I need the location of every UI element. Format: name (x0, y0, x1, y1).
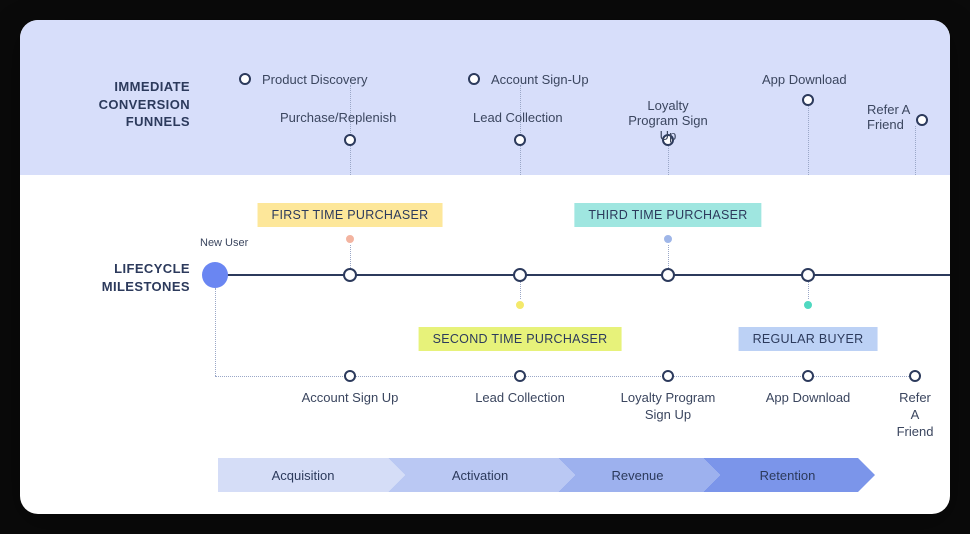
funnel-circle-icon (344, 134, 356, 146)
phase-segment: Activation (388, 458, 558, 492)
bottom-node-label: Lead Collection (475, 390, 565, 407)
milestone-stem (350, 245, 351, 268)
milestone-badge: REGULAR BUYER (739, 327, 878, 351)
funnel-label: Product Discovery (262, 72, 367, 87)
phase-segment: Acquisition (218, 458, 388, 492)
milestone-stem (808, 282, 809, 299)
phase-segment: Retention (703, 458, 858, 492)
lifecycle-axis (215, 274, 950, 276)
section-label-milestones: LIFECYCLE MILESTONES (50, 260, 190, 295)
phase-label: Revenue (597, 468, 663, 483)
dotted-connector (915, 126, 916, 175)
section-label-funnels: IMMEDIATE CONVERSION FUNNELS (50, 78, 190, 131)
bottom-node-label: Refer A Friend (897, 390, 934, 441)
bottom-node-icon (344, 370, 356, 382)
bottom-node-icon (514, 370, 526, 382)
milestone-dot (344, 233, 356, 245)
funnel-label: Account Sign-Up (491, 72, 589, 87)
axis-node-icon (661, 268, 675, 282)
funnel-circle-icon (916, 114, 928, 126)
funnel-circle-icon (239, 73, 251, 85)
funnel-label: Lead Collection (473, 110, 563, 125)
bottom-node-label: App Download (766, 390, 851, 407)
dotted-connector (808, 106, 809, 175)
milestone-dot (802, 299, 814, 311)
funnel-circle-icon (514, 134, 526, 146)
bottom-node-label: Loyalty Program Sign Up (621, 390, 716, 424)
bottom-node-label: Account Sign Up (302, 390, 399, 407)
funnel-label: Purchase/Replenish (280, 110, 396, 125)
axis-node-icon (801, 268, 815, 282)
phase-label: Acquisition (272, 468, 335, 483)
axis-node-icon (513, 268, 527, 282)
bottom-node-icon (909, 370, 921, 382)
funnel-circle-icon (468, 73, 480, 85)
bottom-node-icon (662, 370, 674, 382)
bottom-node-icon (802, 370, 814, 382)
dotted-connector (520, 146, 521, 175)
funnel-label: Loyalty Program Sign Up (628, 98, 707, 143)
dotted-connector (215, 288, 216, 376)
phase-segment: Revenue (558, 458, 703, 492)
phase-bar: Acquisition Activation Revenue Retention (218, 458, 858, 492)
milestone-stem (520, 282, 521, 299)
axis-node-icon (343, 268, 357, 282)
phase-label: Activation (438, 468, 508, 483)
milestone-badge: THIRD TIME PURCHASER (574, 203, 761, 227)
funnel-label: App Download (762, 72, 847, 87)
milestone-dot (514, 299, 526, 311)
dotted-connector (668, 146, 669, 175)
diagram-card: IMMEDIATE CONVERSION FUNNELS LIFECYCLE M… (20, 20, 950, 514)
phase-label: Retention (746, 468, 816, 483)
funnel-circle-icon (802, 94, 814, 106)
dotted-connector (350, 146, 351, 175)
new-user-label: New User (200, 237, 248, 249)
milestone-stem (668, 245, 669, 268)
new-user-dot (202, 262, 228, 288)
milestone-badge: FIRST TIME PURCHASER (258, 203, 443, 227)
funnel-label: Refer A Friend (867, 102, 910, 132)
milestone-dot (662, 233, 674, 245)
milestone-badge: SECOND TIME PURCHASER (419, 327, 622, 351)
